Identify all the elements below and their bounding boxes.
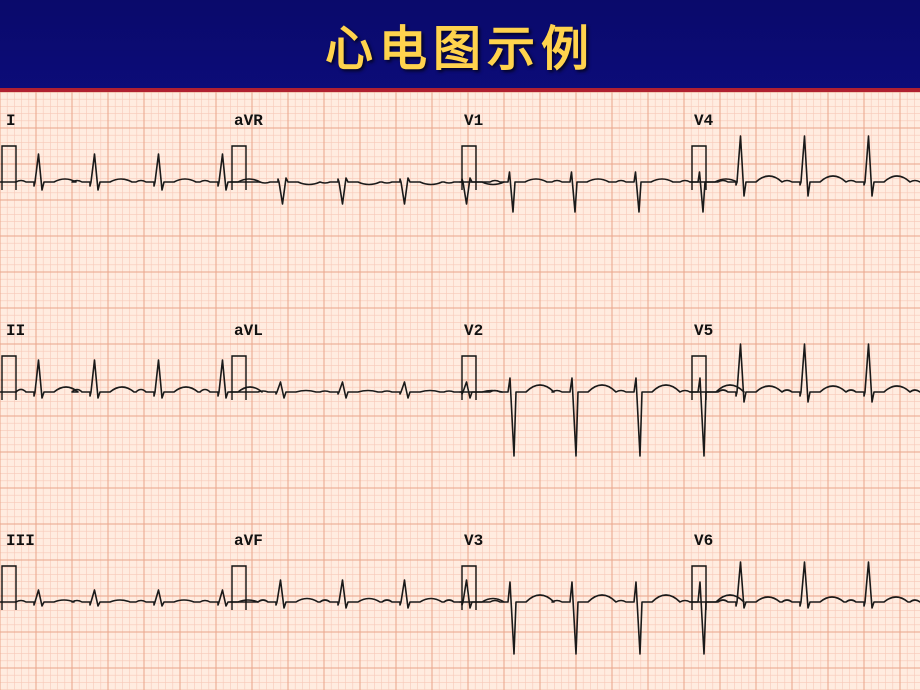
lead-trace-v3: [460, 582, 744, 654]
lead-label-avr: aVR: [234, 112, 263, 130]
calibration-mark: [2, 356, 16, 400]
calibration-mark: [232, 146, 246, 190]
lead-label-iii: III: [6, 532, 35, 550]
lead-trace-i: [0, 154, 260, 190]
lead-label-v1: V1: [464, 112, 483, 130]
title-bar: 心电图示例: [0, 0, 920, 88]
lead-trace-iii: [0, 590, 258, 606]
calibration-mark: [692, 356, 706, 400]
lead-trace-v1: [460, 172, 737, 212]
ecg-traces: [0, 136, 920, 654]
ecg-chart: IaVR V1 V4 II aVL V2 V5 III aVF V3 V6: [0, 92, 920, 690]
calibration-mark: [2, 146, 16, 190]
lead-label-v3: V3: [464, 532, 483, 550]
lead-label-v6: V6: [694, 532, 713, 550]
lead-label-ii: II: [6, 322, 25, 340]
lead-label-v4: V4: [694, 112, 713, 130]
lead-trace-avl: [230, 382, 502, 398]
slide: 心电图示例 IaVR V1 V4 II aVL V2 V5 III aVF V3 V6: [0, 0, 920, 690]
calibration-mark: [232, 356, 246, 400]
lead-label-v5: V5: [694, 322, 713, 340]
lead-label-v2: V2: [464, 322, 483, 340]
calibration-mark: [692, 146, 706, 190]
slide-title: 心电图示例: [325, 9, 595, 79]
lead-label-avl: aVL: [234, 322, 263, 340]
lead-label-i: I: [6, 112, 16, 130]
ecg-svg: [0, 92, 920, 690]
lead-trace-v2: [460, 378, 744, 456]
lead-label-avf: aVF: [234, 532, 263, 550]
